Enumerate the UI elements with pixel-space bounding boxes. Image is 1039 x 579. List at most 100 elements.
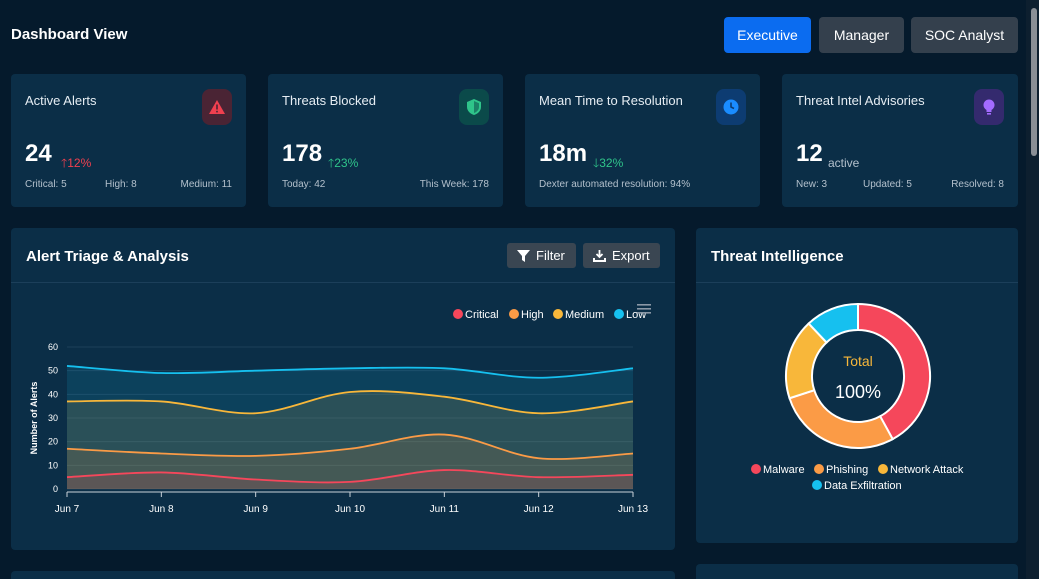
legend-label: Data Exfiltration xyxy=(824,480,902,492)
alert-trend-chart: 0 10 20 30 40 50 60 Jun 7 Jun 8 Jun 9 Jun 10 Jun 11… xyxy=(29,304,651,515)
legend-marker xyxy=(453,309,463,319)
card-title: Mean Time to Resolution xyxy=(539,93,683,108)
card-footer-resolved: Resolved: 8 xyxy=(951,179,1004,190)
export-button[interactable]: Export xyxy=(583,243,660,268)
legend-marker xyxy=(553,309,563,319)
y-axis-label: Number of Alerts xyxy=(29,382,39,455)
role-soc-analyst-button[interactable]: SOC Analyst xyxy=(911,17,1018,53)
legend-label: Phishing xyxy=(826,464,868,476)
legend-label: Critical xyxy=(465,309,499,321)
legend-item-critical[interactable]: Critical xyxy=(453,309,499,321)
x-tick-label: Jun 8 xyxy=(149,504,174,515)
filter-label: Filter xyxy=(536,248,565,263)
area-low xyxy=(67,365,633,489)
y-tick-label: 0 xyxy=(53,484,58,494)
page-title: Dashboard View xyxy=(11,26,128,43)
trend: 🡑12% xyxy=(61,154,91,175)
card-footer-automation: Dexter automated resolution: 94% xyxy=(539,179,691,190)
donut-legend-item-phishing[interactable]: Phishing xyxy=(814,464,868,476)
donut-slice-malware[interactable] xyxy=(857,302,931,441)
card-footer-today: Today: 42 xyxy=(282,179,326,190)
x-tick-label: Jun 11 xyxy=(430,504,460,515)
trend-value: 23% xyxy=(334,156,359,170)
legend-marker xyxy=(814,464,824,474)
legend-item-low[interactable]: Low xyxy=(614,309,646,321)
warning-icon xyxy=(202,89,232,125)
mttr-card: Mean Time to Resolution 18m 🡓32% Dexter … xyxy=(525,74,760,207)
x-tick-label: Jun 7 xyxy=(55,504,80,515)
card-footer-new: New: 3 xyxy=(796,179,828,190)
area-critical xyxy=(67,470,633,489)
series-line-medium[interactable] xyxy=(66,390,634,415)
arrow-up-icon: 🡑 xyxy=(328,156,335,170)
card-footer-high: High: 8 xyxy=(105,179,137,190)
export-label: Export xyxy=(612,248,650,263)
card-footer-medium: Medium: 11 xyxy=(180,179,232,190)
donut-legend-item-malware[interactable]: Malware xyxy=(751,464,805,476)
legend-marker xyxy=(878,464,888,474)
scrollbar-thumb[interactable] xyxy=(1031,8,1037,156)
arrow-down-icon: 🡓 xyxy=(593,156,600,170)
card-suffix: active xyxy=(828,156,860,170)
card-title: Threats Blocked xyxy=(282,93,376,108)
donut-legend: Malware Phishing Network Attack Data Exfilt… xyxy=(751,464,964,492)
legend-label: Medium xyxy=(565,309,604,321)
shield-icon xyxy=(459,89,489,125)
lower-right-panel xyxy=(696,564,1018,579)
card-value: 24 xyxy=(25,140,52,167)
legend: Critical High Medium Low xyxy=(453,309,646,321)
donut-slice-data-exfiltration[interactable] xyxy=(807,302,859,344)
card-footer-week: This Week: 178 xyxy=(419,179,489,190)
trend: 🡓32% xyxy=(593,154,623,175)
export-icon xyxy=(593,249,606,262)
lightbulb-icon xyxy=(974,89,1004,125)
series-lines xyxy=(66,365,634,484)
clock-icon xyxy=(716,89,746,125)
y-tick-label: 50 xyxy=(48,366,58,376)
trend: 🡑23% xyxy=(328,154,358,175)
active-alerts-card: Active Alerts 24 🡑12% Critical: 5 High: … xyxy=(11,74,246,207)
card-title: Active Alerts xyxy=(25,93,97,108)
card-title: Threat Intel Advisories xyxy=(796,93,925,108)
y-tick-label: 10 xyxy=(48,460,58,470)
trend-value: 32% xyxy=(599,156,624,170)
threats-blocked-card: Threats Blocked 178 🡑23% Today: 42 This … xyxy=(268,74,503,207)
y-tick-label: 30 xyxy=(48,413,58,423)
y-tick-label: 40 xyxy=(48,389,58,399)
legend-label: High xyxy=(521,309,544,321)
series-line-critical[interactable] xyxy=(66,469,634,484)
legend-marker xyxy=(614,309,624,319)
legend-label: Malware xyxy=(763,464,805,476)
x-tick-label: Jun 10 xyxy=(335,504,365,515)
panel-divider xyxy=(11,282,675,283)
panel-title: Threat Intelligence xyxy=(711,248,844,265)
x-tick-label: Jun 12 xyxy=(524,504,554,515)
donut-legend-item-data-exfiltration[interactable]: Data Exfiltration xyxy=(812,480,902,492)
card-footer-updated: Updated: 5 xyxy=(863,179,912,190)
card-footer-critical: Critical: 5 xyxy=(25,179,67,190)
grid xyxy=(67,346,633,490)
legend-item-high[interactable]: High xyxy=(509,309,544,321)
threat-intel-panel: Threat Intelligence xyxy=(696,228,1018,543)
panel-title: Alert Triage & Analysis xyxy=(26,248,189,265)
legend-label: Network Attack xyxy=(890,464,964,476)
chart-menu-icon[interactable] xyxy=(637,304,651,314)
role-manager-button[interactable]: Manager xyxy=(819,17,904,53)
card-value: 12 xyxy=(796,140,823,167)
legend-marker xyxy=(812,480,822,490)
donut-slices xyxy=(785,302,931,449)
x-tick-label: Jun 9 xyxy=(243,504,268,515)
role-executive-button[interactable]: Executive xyxy=(724,17,811,53)
donut-legend-item-network-attack[interactable]: Network Attack xyxy=(878,464,964,476)
panel-divider xyxy=(696,282,1018,283)
series-line-low[interactable] xyxy=(66,365,634,379)
series-line-high[interactable] xyxy=(66,433,634,460)
area-fills xyxy=(67,365,633,489)
legend-item-medium[interactable]: Medium xyxy=(553,309,604,321)
top-bar: Dashboard View Executive Manager SOC Ana… xyxy=(0,0,1026,70)
y-tick-label: 20 xyxy=(48,437,58,447)
x-tick-label: Jun 13 xyxy=(618,504,648,515)
filter-button[interactable]: Filter xyxy=(507,243,576,268)
legend-marker xyxy=(751,464,761,474)
y-tick-label: 60 xyxy=(48,342,58,352)
